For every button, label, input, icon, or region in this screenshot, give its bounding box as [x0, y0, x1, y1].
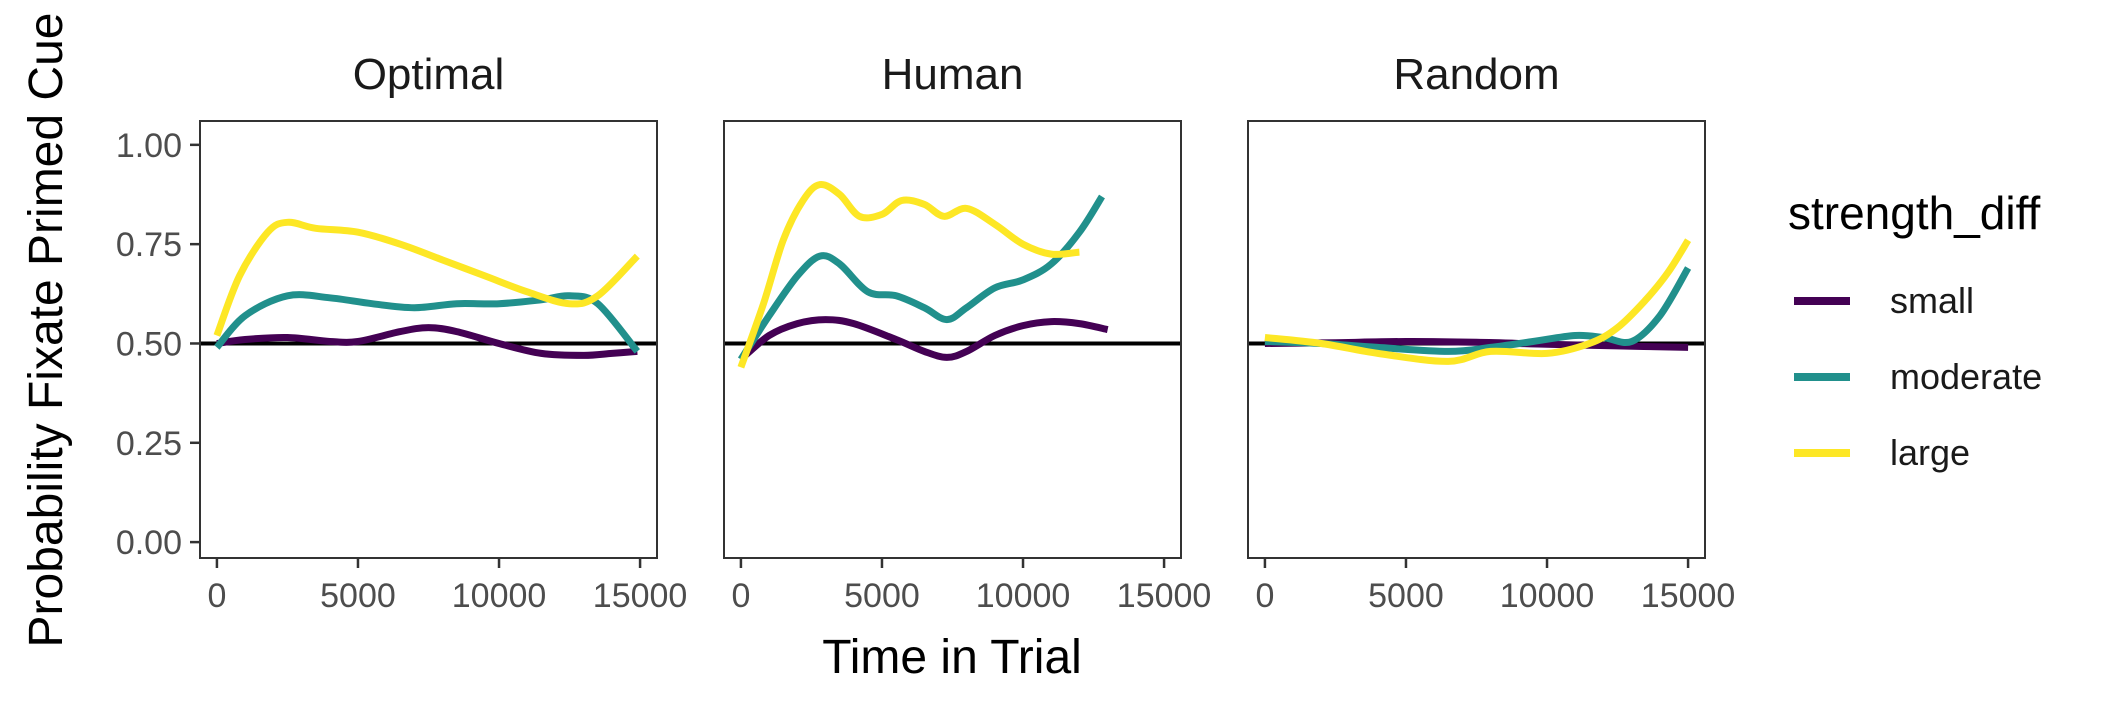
x-axis-title: Time in Trial	[822, 631, 1082, 684]
x-tick-label: 5000	[1368, 577, 1444, 615]
series-line-large	[213, 218, 640, 337]
x-tick-label: 15000	[1117, 577, 1212, 615]
panel-optimal: Optimal 0 5000 10000 15000	[199, 50, 688, 615]
panel-border	[1247, 120, 1706, 559]
legend-label: small	[1890, 280, 1974, 321]
series-line-moderate	[737, 194, 1105, 362]
panel-border	[723, 120, 1182, 559]
x-tick-label: 0	[731, 577, 750, 615]
series-line-moderate	[214, 291, 641, 354]
legend-label: moderate	[1890, 356, 2042, 397]
series-line-large	[737, 181, 1080, 369]
panel-title: Human	[882, 50, 1024, 99]
y-tick-label: 0.00	[116, 524, 182, 562]
x-tick-label: 5000	[844, 577, 920, 615]
y-tick-label: 0.75	[116, 226, 182, 264]
series-line-small	[216, 324, 638, 359]
legend-item-small: small	[1794, 280, 1974, 321]
panel-border	[199, 120, 658, 559]
panel-title: Random	[1393, 50, 1559, 99]
x-tick-label: 15000	[1641, 577, 1736, 615]
series-group	[213, 218, 641, 359]
x-tick-label: 10000	[452, 577, 547, 615]
legend-label: large	[1890, 432, 1970, 473]
x-tick-label: 10000	[976, 577, 1071, 615]
series-line-large	[1264, 238, 1692, 365]
x-tick-label: 0	[1255, 577, 1274, 615]
y-axis: 0.00 0.25 0.50 0.75 1.00	[116, 127, 200, 562]
y-tick-label: 1.00	[116, 127, 182, 165]
series-group	[1264, 238, 1692, 365]
panel-human: Human 0 5000 10000 15000	[723, 50, 1212, 615]
legend: strength_diff small moderate large	[1788, 187, 2042, 473]
series-line-moderate	[1264, 266, 1692, 355]
x-tick-label: 15000	[593, 577, 688, 615]
x-tick-label: 5000	[320, 577, 396, 615]
y-tick-label: 0.25	[116, 425, 182, 463]
y-axis-title: Probability Fixate Primed Cue	[20, 13, 73, 648]
x-tick-label: 0	[207, 577, 226, 615]
x-tick-label: 10000	[1500, 577, 1595, 615]
legend-item-large: large	[1794, 432, 1970, 473]
y-tick-label: 0.50	[116, 325, 182, 363]
series-line-small	[738, 316, 1109, 363]
panels-layer: Optimal 0 5000 10000 15000 Human 0 5000 10000 150…	[199, 50, 1736, 615]
legend-item-moderate: moderate	[1794, 356, 2042, 397]
series-group	[737, 181, 1109, 369]
panel-random: Random 0 5000 10000 15000	[1247, 50, 1736, 615]
legend-title: strength_diff	[1788, 187, 2041, 239]
panel-title: Optimal	[353, 50, 505, 99]
